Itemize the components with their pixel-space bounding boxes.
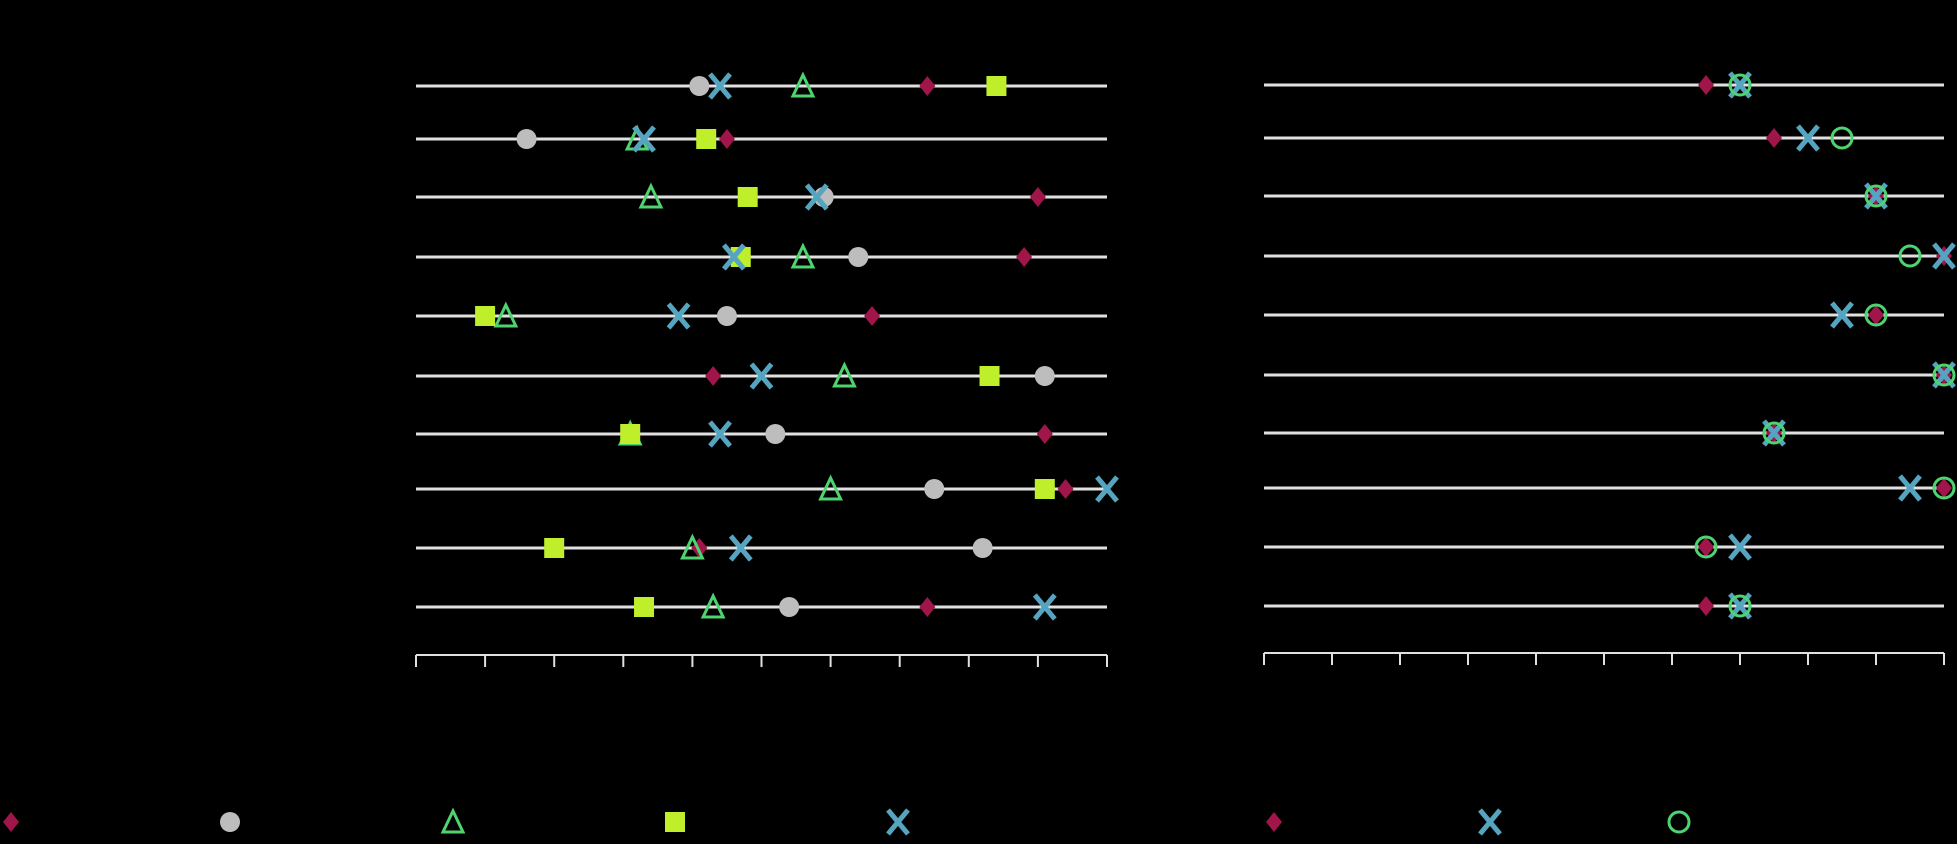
diamond-marker [705, 366, 722, 386]
square-marker [737, 187, 758, 207]
x-marker [749, 362, 774, 390]
circle-marker [716, 306, 737, 326]
x-marker [1032, 593, 1057, 621]
diamond-marker [1016, 247, 1033, 267]
diamond-marker [1698, 537, 1714, 557]
legend-item-circle [220, 812, 240, 832]
square-marker [620, 424, 641, 444]
square-marker [475, 306, 496, 326]
x-marker [1728, 533, 1752, 561]
diamond-marker [864, 306, 881, 326]
circle-open-marker [1932, 363, 1956, 387]
legend-item-x [886, 808, 910, 836]
square-marker [696, 129, 717, 149]
diamond-marker [1029, 187, 1046, 207]
triangle-open-marker [700, 592, 726, 619]
circle-open-marker [1830, 126, 1854, 150]
legend-x-icon [886, 808, 910, 836]
diamond-marker [1868, 305, 1884, 325]
legend-item-circle-open [1667, 810, 1691, 834]
diamond-marker [1036, 424, 1053, 444]
legend-item-triangle-open [440, 807, 466, 834]
circle-marker [924, 479, 945, 499]
diamond-marker [919, 76, 936, 96]
triangle-open-marker [680, 533, 705, 560]
circle-marker [689, 76, 710, 96]
diamond-marker [1057, 479, 1074, 499]
circle-marker [516, 129, 537, 149]
legend-square-icon [665, 812, 685, 832]
x-marker [708, 420, 732, 448]
triangle-open-marker [493, 301, 519, 328]
square-marker [634, 597, 655, 617]
x-marker [632, 125, 656, 153]
circle-marker [1034, 366, 1055, 386]
triangle-open-marker [790, 71, 816, 98]
diamond-marker [1766, 128, 1782, 148]
left-legend [3, 807, 910, 836]
diamond-marker [1698, 596, 1714, 616]
triangle-open-marker [818, 474, 843, 501]
legend-diamond-icon [3, 812, 19, 832]
circle-open-marker [1762, 421, 1786, 445]
triangle-open-marker [790, 242, 816, 269]
diamond-marker [1936, 478, 1952, 498]
triangle-open-marker [832, 361, 857, 388]
legend-x-icon [1478, 808, 1502, 836]
square-marker [1034, 479, 1055, 499]
legend-circle-icon [220, 812, 240, 832]
legend-diamond-icon [1266, 812, 1282, 832]
circle-marker [779, 597, 800, 617]
legend-item-x [1478, 808, 1502, 836]
right-dot-plot [1263, 71, 1956, 665]
circle-open-marker [1864, 303, 1888, 327]
x-marker [728, 534, 753, 562]
x-marker [1830, 301, 1854, 329]
left-dot-plot [415, 71, 1119, 667]
x-marker [666, 302, 691, 330]
diamond-marker [718, 129, 735, 149]
x-marker [1932, 242, 1956, 270]
circle-open-marker [1932, 476, 1956, 500]
right-legend [1266, 808, 1691, 836]
x-marker [804, 183, 829, 211]
legend-circle-open-icon [1667, 810, 1691, 834]
x-marker [1796, 124, 1820, 152]
circle-open-marker [1728, 73, 1752, 97]
diamond-marker [1698, 75, 1714, 95]
circle-open-marker [1864, 184, 1888, 208]
legend-item-diamond [1266, 812, 1282, 832]
legend-item-diamond [3, 812, 19, 832]
legend-triangle-open-icon [440, 807, 466, 834]
x-marker [708, 72, 732, 100]
x-marker [721, 243, 746, 271]
circle-open-marker [1694, 535, 1718, 559]
circle-marker [972, 538, 993, 558]
circle-open-marker [1898, 244, 1922, 268]
diamond-marker [919, 597, 936, 617]
x-marker [1095, 475, 1119, 503]
circle-marker [765, 424, 786, 444]
circle-open-marker [1728, 594, 1752, 618]
square-marker [986, 76, 1007, 96]
triangle-open-marker [638, 182, 664, 209]
circle-marker [848, 247, 869, 267]
square-marker [544, 538, 565, 558]
square-marker [979, 366, 1000, 386]
x-marker [1898, 474, 1922, 502]
legend-item-square [665, 812, 685, 832]
